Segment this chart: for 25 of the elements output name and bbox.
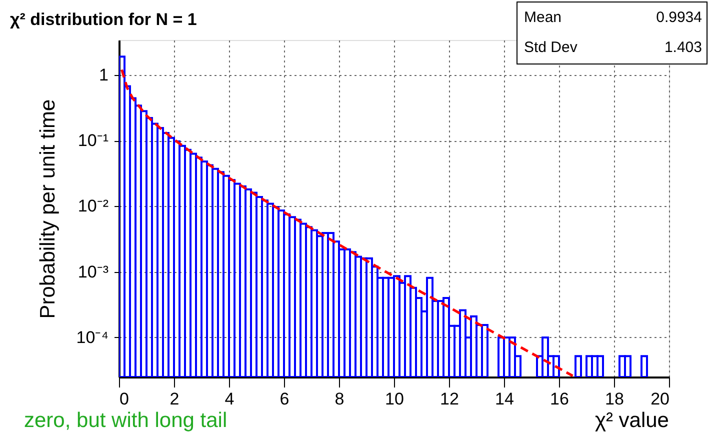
text: 0.9934 [656,9,702,26]
x-tick-label: 16 [550,390,569,408]
chart-title: χ² distribution for N = 1 [10,10,197,29]
x-tick-label: 20 [650,390,670,408]
x-tick-label: 18 [605,390,624,408]
y-tick-label: 1 [99,65,108,84]
x-tick-label: 4 [224,390,234,408]
x-tick-label: 2 [170,390,180,408]
annotation: Std Dev [524,39,578,56]
x-tick-label: 8 [334,390,344,408]
x-axis-title: χ² value [594,409,669,432]
line-series [120,68,574,377]
x-tick-label: 0 [120,390,129,408]
y-tick-label: 10⁻¹ [78,131,109,150]
annotation: 1.403 [664,39,702,56]
text: zero, but with long tail [24,409,228,432]
y-tick-label: 10⁻⁴ [76,328,108,347]
x-tick-label: 6 [280,390,290,408]
y-tick-label: 10⁻³ [78,262,109,282]
x-tick-label: 12 [440,390,459,408]
x-tick-label: 14 [495,390,514,408]
y-axis-title: Probability per unit time [36,99,60,319]
x-tick-label: 10 [385,390,404,408]
text: Mean [524,9,562,26]
y-tick-label: 10⁻² [78,196,109,216]
